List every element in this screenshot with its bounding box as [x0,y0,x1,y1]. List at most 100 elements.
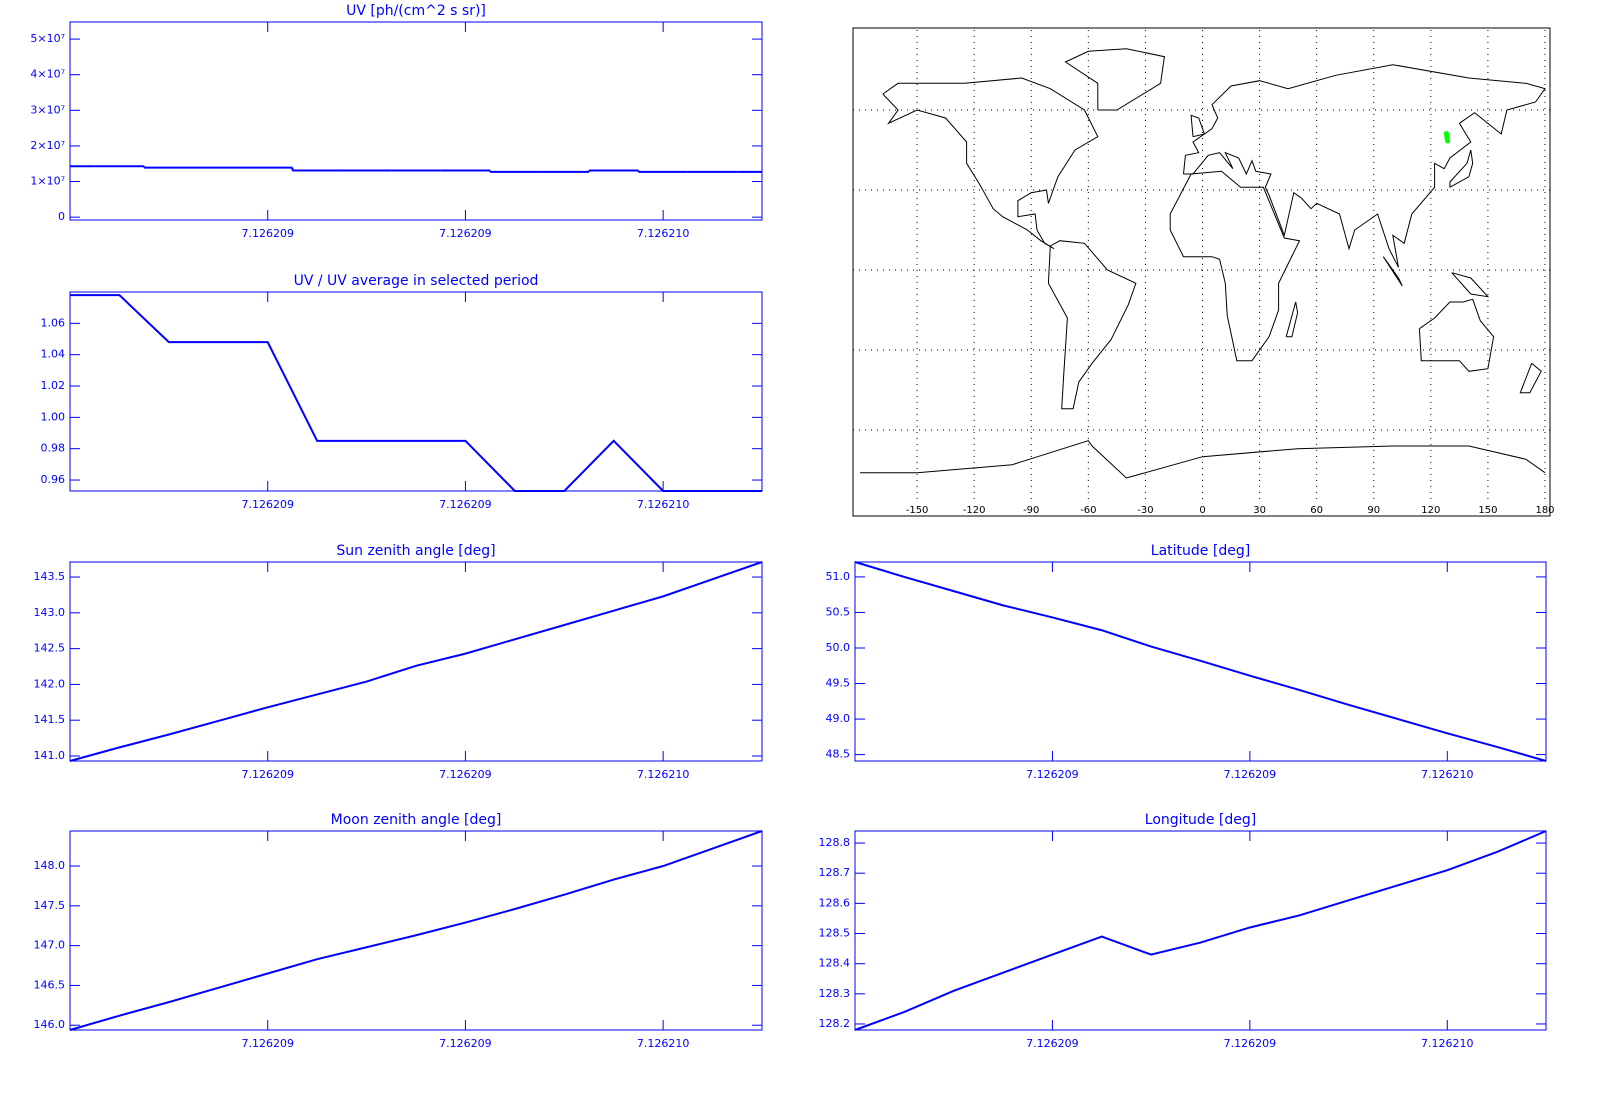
y-tick-label: 48.5 [826,748,851,761]
line-panel: Moon zenith angle [deg] 146.0 146.5 147.0 14… [34,812,763,1050]
x-tick-label: 7.126209 [1026,1037,1079,1050]
y-tick-label: 142.0 [34,677,66,690]
coastline [1382,256,1403,287]
line-panel: Latitude [deg] 48.5 49.0 49.5 50.0 50.5 51.0 7.… [826,543,1547,781]
y-tick-label: 148.0 [34,859,66,872]
map-x-tick-label: 120 [1421,505,1440,516]
y-tick-label: 147.5 [34,899,66,912]
coastline [1449,149,1474,188]
y-tick-label: 0.96 [41,473,66,486]
x-tick-label: 7.126210 [637,498,690,511]
x-tick-label: 7.126209 [241,768,294,781]
y-tick-label: 0.98 [41,442,66,455]
x-tick-label: 7.126209 [439,768,492,781]
y-tick-label: 4×10⁷ [30,68,65,81]
plot-frame [854,561,1547,762]
map-x-tick-label: 180 [1535,505,1554,516]
x-tick-label: 7.126209 [241,1037,294,1050]
y-tick-label: 128.8 [819,836,851,849]
coastline [1451,272,1490,298]
y-tick-label: 49.0 [826,712,851,725]
line-panel: Sun zenith angle [deg] 141.0 141.5 142.0 142… [34,543,763,781]
panel-title: UV / UV average in selected period [294,273,539,289]
coastline [1519,362,1542,394]
x-tick-label: 7.126209 [241,498,294,511]
y-tick-label: 51.0 [826,570,851,583]
line-panel: UV / UV average in selected period 0.96 0.… [41,273,763,511]
y-tick-label: 1.02 [41,379,66,392]
y-tick-label: 1.06 [41,316,66,329]
map-x-tick-label: 90 [1367,505,1380,516]
y-tick-label: 147.0 [34,939,66,952]
map-x-tick-label: 30 [1253,505,1266,516]
plot-frame [69,291,763,492]
coastline [882,77,1099,250]
y-tick-label: 49.5 [826,677,851,690]
y-tick-label: 128.2 [819,1017,851,1030]
y-tick-label: 50.0 [826,641,851,654]
map-x-tick-label: 60 [1310,505,1323,516]
plot-frame [69,21,763,221]
panel-title: UV [ph/(cm^2 s sr)] [346,3,486,19]
map-x-tick-label: 150 [1478,505,1497,516]
panel-title: Moon zenith angle [deg] [331,812,502,828]
y-tick-label: 128.4 [819,957,851,970]
coastline [1190,114,1206,138]
map-x-tick-label: -120 [963,505,986,516]
coastline [860,440,1546,479]
map-x-tick-label: 0 [1199,505,1205,516]
data-line [69,830,763,1031]
satellite-track [1443,130,1451,144]
panel-title: Longitude [deg] [1145,812,1256,828]
y-tick-label: 141.5 [34,713,66,726]
x-tick-label: 7.126209 [439,498,492,511]
x-tick-label: 7.126209 [1026,768,1079,781]
y-tick-label: 128.3 [819,987,851,1000]
map-panel: -150 -120 -90 -60 -30 0 30 60 90 120 150 180 [852,27,1555,517]
y-tick-label: 50.5 [826,605,851,618]
y-tick-label: 143.0 [34,606,66,619]
y-tick-label: 128.5 [819,927,851,940]
coastline [1183,64,1546,268]
map-x-tick-label: -90 [1023,505,1039,516]
y-tick-label: 141.0 [34,749,66,762]
map-x-tick-label: -150 [906,505,929,516]
data-line [69,561,763,762]
y-tick-label: 143.5 [34,570,66,583]
map-x-tick-label: -60 [1080,505,1096,516]
coastline [1169,170,1301,362]
y-tick-label: 142.5 [34,642,66,655]
data-line [854,561,1547,762]
coastline [1285,301,1299,338]
y-tick-label: 1.00 [41,410,66,423]
y-tick-label: 146.0 [34,1018,66,1031]
x-tick-label: 7.126209 [439,1037,492,1050]
y-tick-label: 146.5 [34,978,66,991]
line-panel: UV [ph/(cm^2 s sr)] 0 1×10⁷ 2×10⁷ 3×10⁷ 4×10⁷… [30,3,763,240]
x-tick-label: 7.126209 [1224,768,1277,781]
y-tick-label: 2×10⁷ [30,139,65,152]
y-tick-label: 128.7 [819,866,851,879]
x-tick-label: 7.126209 [241,227,294,240]
x-tick-label: 7.126209 [439,227,492,240]
y-tick-label: 5×10⁷ [30,32,65,45]
coastline [1418,298,1495,372]
plot-frame [854,830,1547,1031]
panel-title: Sun zenith angle [deg] [336,543,495,559]
plot-frame [69,830,763,1031]
coastline [1047,240,1137,410]
x-tick-label: 7.126210 [1421,1037,1474,1050]
map-frame [852,27,1551,517]
x-tick-label: 7.126209 [1224,1037,1277,1050]
coastline [1064,48,1165,111]
data-line [70,294,762,492]
y-tick-label: 128.6 [819,896,851,909]
y-tick-label: 1.04 [41,348,66,361]
map-x-tick-label: -30 [1137,505,1153,516]
x-tick-label: 7.126210 [637,1037,690,1050]
plot-frame [69,561,763,762]
panel-title: Latitude [deg] [1151,543,1250,559]
line-panel: Longitude [deg] 128.2 128.3 128.4 128.5 128.6… [819,812,1547,1050]
